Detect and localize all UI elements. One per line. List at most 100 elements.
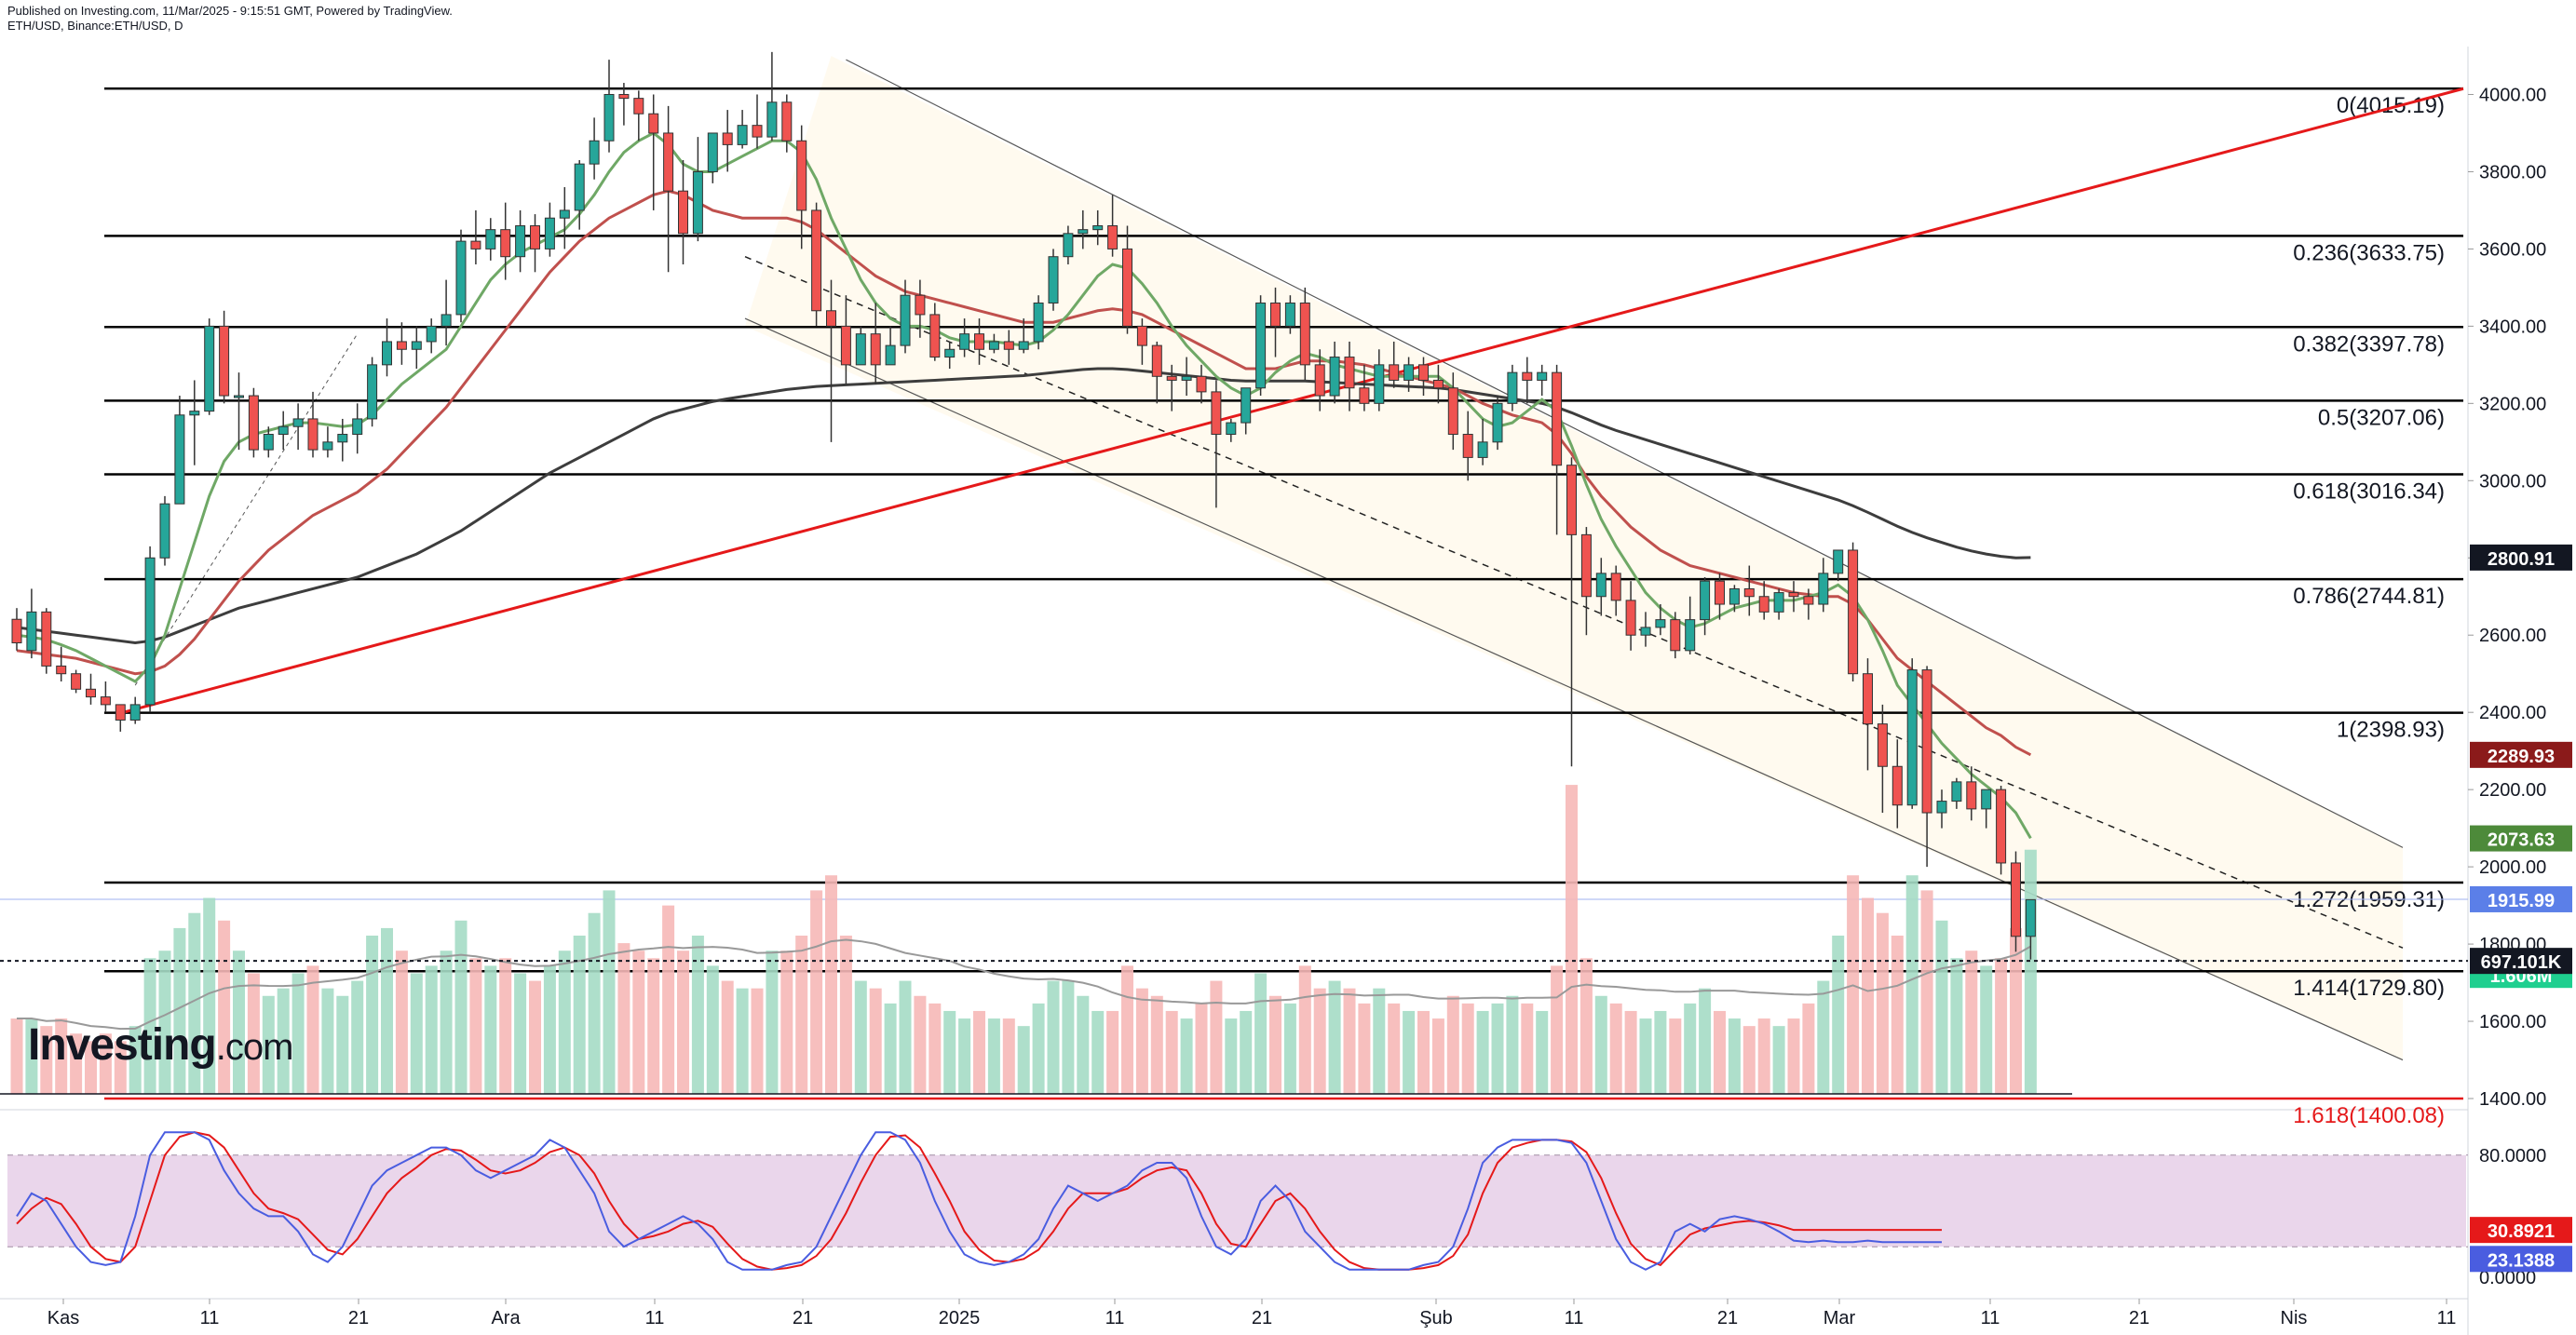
stoch-k-line xyxy=(16,1131,1942,1271)
candle-body xyxy=(1462,434,1473,458)
time-tick-label: 11 xyxy=(1565,1308,1584,1328)
volume-bar xyxy=(1772,1026,1785,1094)
volume-bar xyxy=(499,958,512,1094)
time-tick-label: 21 xyxy=(2129,1308,2149,1328)
volume-bar xyxy=(1283,1003,1296,1094)
volume-bar xyxy=(277,988,290,1094)
candle-body xyxy=(1951,781,1962,802)
stoch-badge-label: 23.1388 xyxy=(2488,1250,2555,1271)
volume-bar xyxy=(1817,980,1830,1094)
candle-body xyxy=(988,341,999,350)
candle-body xyxy=(1003,341,1014,350)
volume-bar xyxy=(1373,988,1386,1094)
candle-body xyxy=(1092,225,1104,231)
candle-body xyxy=(1211,391,1222,436)
candle-body xyxy=(663,132,674,192)
fib-label-0.786: 0.786(2744.81) xyxy=(2293,584,2445,609)
price-badge xyxy=(2470,825,2572,852)
candle-body xyxy=(11,618,22,644)
price-tick-label: 2000.00 xyxy=(2479,857,2546,878)
candle-body xyxy=(530,225,540,249)
time-tick-label: 11 xyxy=(1981,1308,2000,1328)
ma-long-line xyxy=(16,367,2031,645)
candle-body xyxy=(1078,229,1089,235)
candle-body xyxy=(633,98,644,115)
fib-label-1.414: 1.414(1729.80) xyxy=(2293,976,2445,1001)
volume-bar xyxy=(914,995,927,1094)
candle-body xyxy=(796,140,807,211)
volume-bar xyxy=(662,905,675,1094)
price-tick-label: 2600.00 xyxy=(2479,626,2546,646)
candle-body xyxy=(1403,364,1415,381)
volume-bar xyxy=(1446,995,1459,1094)
candle-body xyxy=(1743,587,1755,598)
fib-label-0.236: 0.236(3633.75) xyxy=(2293,240,2445,265)
candle-body xyxy=(396,341,407,350)
fib-label-0.618: 0.618(3016.34) xyxy=(2293,479,2445,505)
volume-bar xyxy=(218,920,231,1094)
volume-bar xyxy=(929,1003,942,1094)
volume-bar xyxy=(1506,995,1519,1094)
candle-body xyxy=(1136,325,1147,346)
candle-body xyxy=(1196,375,1207,393)
candle-body xyxy=(1625,600,1636,636)
stoch-badge xyxy=(2470,1217,2572,1244)
candle-body xyxy=(1552,371,1563,466)
candle-body xyxy=(86,688,96,698)
candle-body xyxy=(618,93,630,100)
volume-bar xyxy=(1062,980,1075,1094)
price-badge-label: 2800.91 xyxy=(2488,549,2555,570)
volume-bar xyxy=(1403,1010,1416,1094)
volume-bar xyxy=(1106,1010,1119,1094)
candle-body xyxy=(56,665,67,675)
candle-body xyxy=(1151,344,1162,377)
trend-support-line xyxy=(119,87,2464,715)
volume-bar xyxy=(1905,875,1918,1094)
time-tick-label: Şub xyxy=(1419,1308,1453,1328)
candle-body xyxy=(219,325,230,397)
volume-bar xyxy=(1431,1018,1444,1094)
volume-bar xyxy=(410,973,423,1094)
time-tick-label: 11 xyxy=(2437,1308,2457,1328)
channel-upper-line xyxy=(846,59,2404,848)
volume-ma-line xyxy=(17,938,2031,1031)
volume-bar xyxy=(1491,1003,1504,1094)
volume-bar xyxy=(1121,965,1133,1094)
candle-body xyxy=(1374,364,1385,404)
volume-bar xyxy=(484,965,497,1094)
time-tick-label: 2025 xyxy=(939,1308,981,1328)
candle-body xyxy=(1329,357,1340,397)
candle-body xyxy=(1241,387,1252,424)
volume-bar xyxy=(351,980,364,1094)
candle-body xyxy=(204,325,215,412)
candle-body xyxy=(1700,580,1711,621)
candle-body xyxy=(1685,619,1696,652)
candle-body xyxy=(1906,669,1918,806)
volume-bar xyxy=(1920,890,1933,1094)
candle-body xyxy=(1891,765,1903,806)
candle-body xyxy=(1818,573,1829,605)
volume-badge-label: 697.101K xyxy=(2481,952,2562,973)
volume-badge xyxy=(2470,948,2572,975)
candle-body xyxy=(692,170,703,235)
volume-bar xyxy=(1891,936,1904,1094)
volume-bar xyxy=(751,988,764,1094)
volume-bar xyxy=(10,1018,23,1094)
stoch-band xyxy=(7,1154,2466,1247)
candle-body xyxy=(559,209,570,219)
volume-bar xyxy=(1358,1003,1371,1094)
fib-label-1: 1(2398.93) xyxy=(2337,718,2445,743)
candle-body xyxy=(1107,225,1119,249)
volume-bar xyxy=(2024,849,2037,1094)
candle-body xyxy=(1996,789,2007,864)
candle-body xyxy=(766,101,778,138)
candle-body xyxy=(1758,596,1769,613)
volume-bar xyxy=(1091,1010,1105,1094)
volume-bar xyxy=(899,980,912,1094)
candle-body xyxy=(1788,592,1799,598)
candle-body xyxy=(959,333,970,350)
volume-bar xyxy=(1388,1003,1401,1094)
time-tick-label: 21 xyxy=(793,1308,813,1328)
price-badge-label: 2073.63 xyxy=(2488,830,2555,851)
